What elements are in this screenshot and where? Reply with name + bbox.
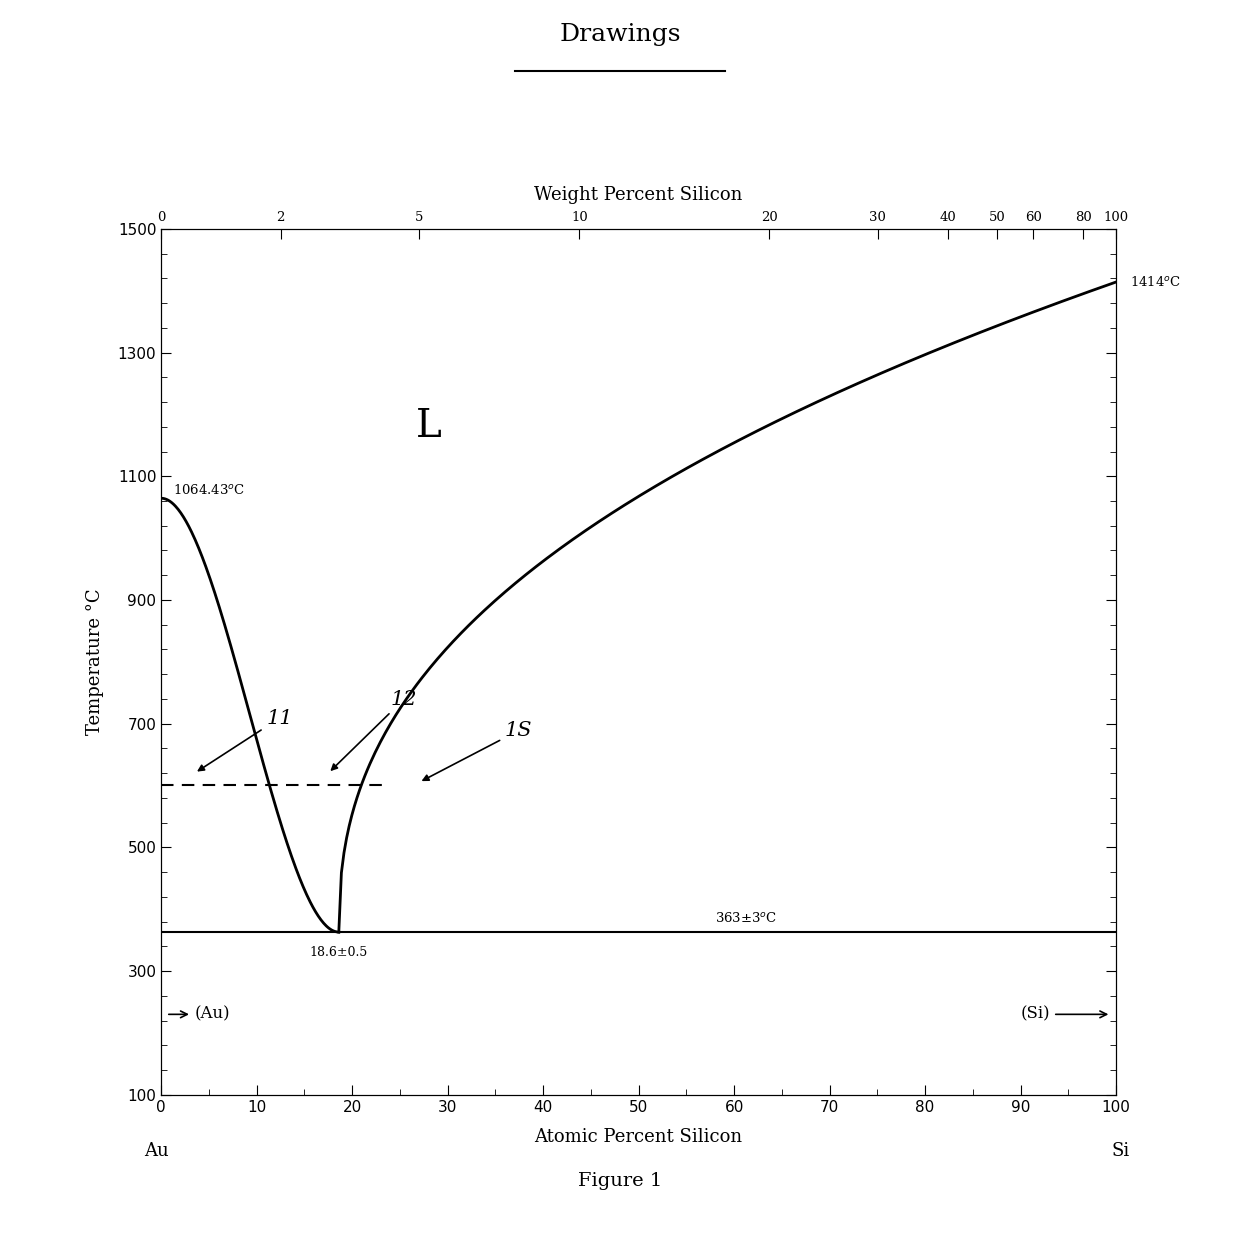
Text: 1S: 1S xyxy=(423,721,532,781)
Text: (Si): (Si) xyxy=(1021,1006,1106,1023)
Text: 1064.43$^o$C: 1064.43$^o$C xyxy=(172,482,246,497)
Text: L: L xyxy=(415,408,441,445)
Text: 18.6±0.5: 18.6±0.5 xyxy=(310,946,368,959)
Text: Drawings: Drawings xyxy=(559,24,681,46)
X-axis label: Weight Percent Silicon: Weight Percent Silicon xyxy=(534,186,743,204)
X-axis label: Atomic Percent Silicon: Atomic Percent Silicon xyxy=(534,1128,743,1147)
Text: Figure 1: Figure 1 xyxy=(578,1173,662,1190)
Text: Si: Si xyxy=(1111,1143,1130,1160)
Text: 12: 12 xyxy=(331,690,417,769)
Text: 1414$^o$C: 1414$^o$C xyxy=(1131,275,1182,289)
Text: 363$\pm$3$^o$C: 363$\pm$3$^o$C xyxy=(715,910,777,925)
Text: 11: 11 xyxy=(198,709,293,771)
Text: Au: Au xyxy=(144,1143,169,1160)
Y-axis label: Temperature °C: Temperature °C xyxy=(86,589,104,735)
Text: (Au): (Au) xyxy=(169,1006,231,1023)
